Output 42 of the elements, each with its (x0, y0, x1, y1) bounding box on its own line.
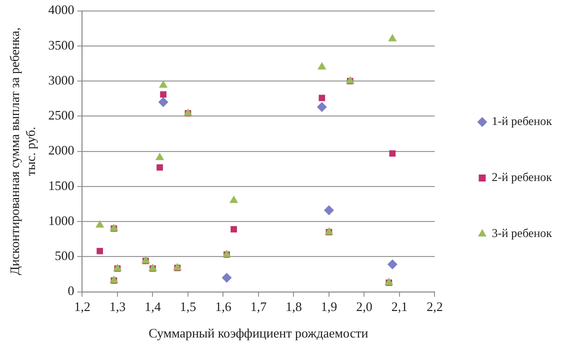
point (230, 226, 237, 232)
y-tick-label: 1500 (48, 178, 74, 193)
x-tick-label: 1,9 (320, 299, 338, 314)
point (316, 102, 327, 112)
y-tick-label: 0 (68, 283, 74, 298)
y-tick-label: 1000 (48, 212, 74, 228)
point (318, 94, 326, 102)
x-axis-title: Суммарный коэффициент рождаемости (148, 326, 368, 341)
point (158, 80, 168, 88)
point (324, 205, 334, 216)
legend-label: 2-й ребенок (492, 170, 552, 184)
x-tick-label: 2,1 (391, 299, 408, 314)
point (160, 91, 166, 98)
x-tick-label: 1,3 (109, 299, 126, 314)
point (318, 62, 326, 70)
point (229, 195, 238, 203)
x-tick-label: 1,2 (74, 299, 90, 314)
x-tick-label: 1,6 (215, 299, 232, 314)
y-tick-label: 2500 (48, 108, 74, 123)
point (222, 272, 232, 283)
point (158, 97, 168, 108)
point (96, 248, 104, 254)
y-tick-label: 3500 (48, 37, 74, 52)
x-tick-label: 2,0 (356, 299, 372, 314)
x-tick-label: 1,7 (250, 299, 268, 314)
x-tick-label: 2,2 (426, 299, 443, 314)
y-axis-title: Дисконтированная сумма выплат за ребенка, тыс. руб. (7, 27, 38, 276)
y-tick-label: 3000 (48, 72, 74, 88)
legend-label: 3-й ребенок (492, 226, 552, 240)
x-tick-label: 1,5 (180, 299, 196, 314)
point (155, 152, 164, 160)
x-tick-label: 1,4 (144, 299, 162, 314)
y-tick-label: 4000 (48, 2, 74, 18)
legend-label: 1-й ребенок (492, 114, 552, 128)
x-tick-label: 1,8 (286, 299, 302, 314)
point (388, 34, 397, 42)
point (389, 150, 396, 157)
point (156, 164, 163, 171)
point (95, 220, 104, 228)
y-tick-label: 500 (54, 248, 74, 264)
y-tick-label: 2000 (48, 142, 74, 158)
point (387, 259, 398, 270)
